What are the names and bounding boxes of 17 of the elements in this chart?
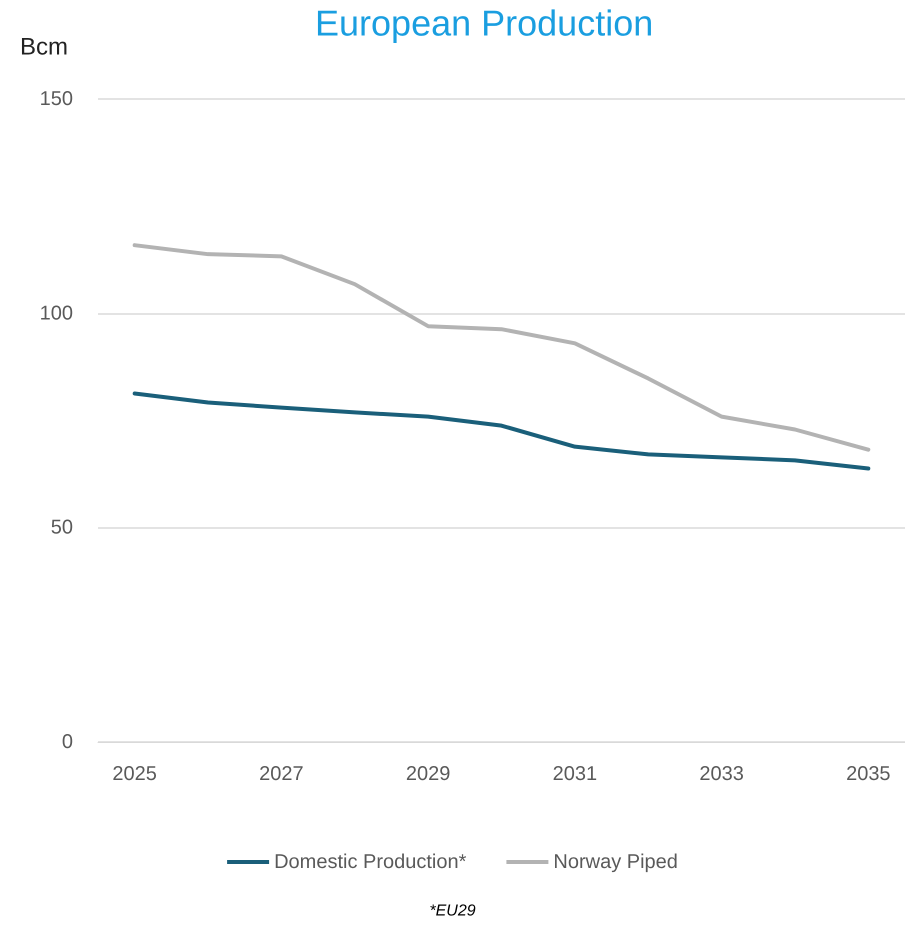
legend-label: Domestic Production* [274,851,467,873]
y-tick-label: 150 [40,88,73,110]
y-tick-label: 0 [62,731,73,753]
line-series [132,391,870,471]
x-tick-label: 2027 [259,763,304,785]
text: *EU29 [429,902,476,920]
y-axis-title: Bcm [20,34,68,60]
x-tick-label: 2033 [699,763,744,785]
y-tick-label: 50 [50,516,73,539]
legend-label: Norway Piped [553,851,678,873]
y-tick-label: 100 [40,302,73,324]
x-tick-label: 2035 [846,763,891,785]
chart-title: European Production [315,2,654,44]
line-series [132,243,870,452]
x-tick-label: 2031 [552,763,598,785]
x-tick-label: 2025 [112,763,157,785]
x-tick-label: 2029 [406,763,450,785]
